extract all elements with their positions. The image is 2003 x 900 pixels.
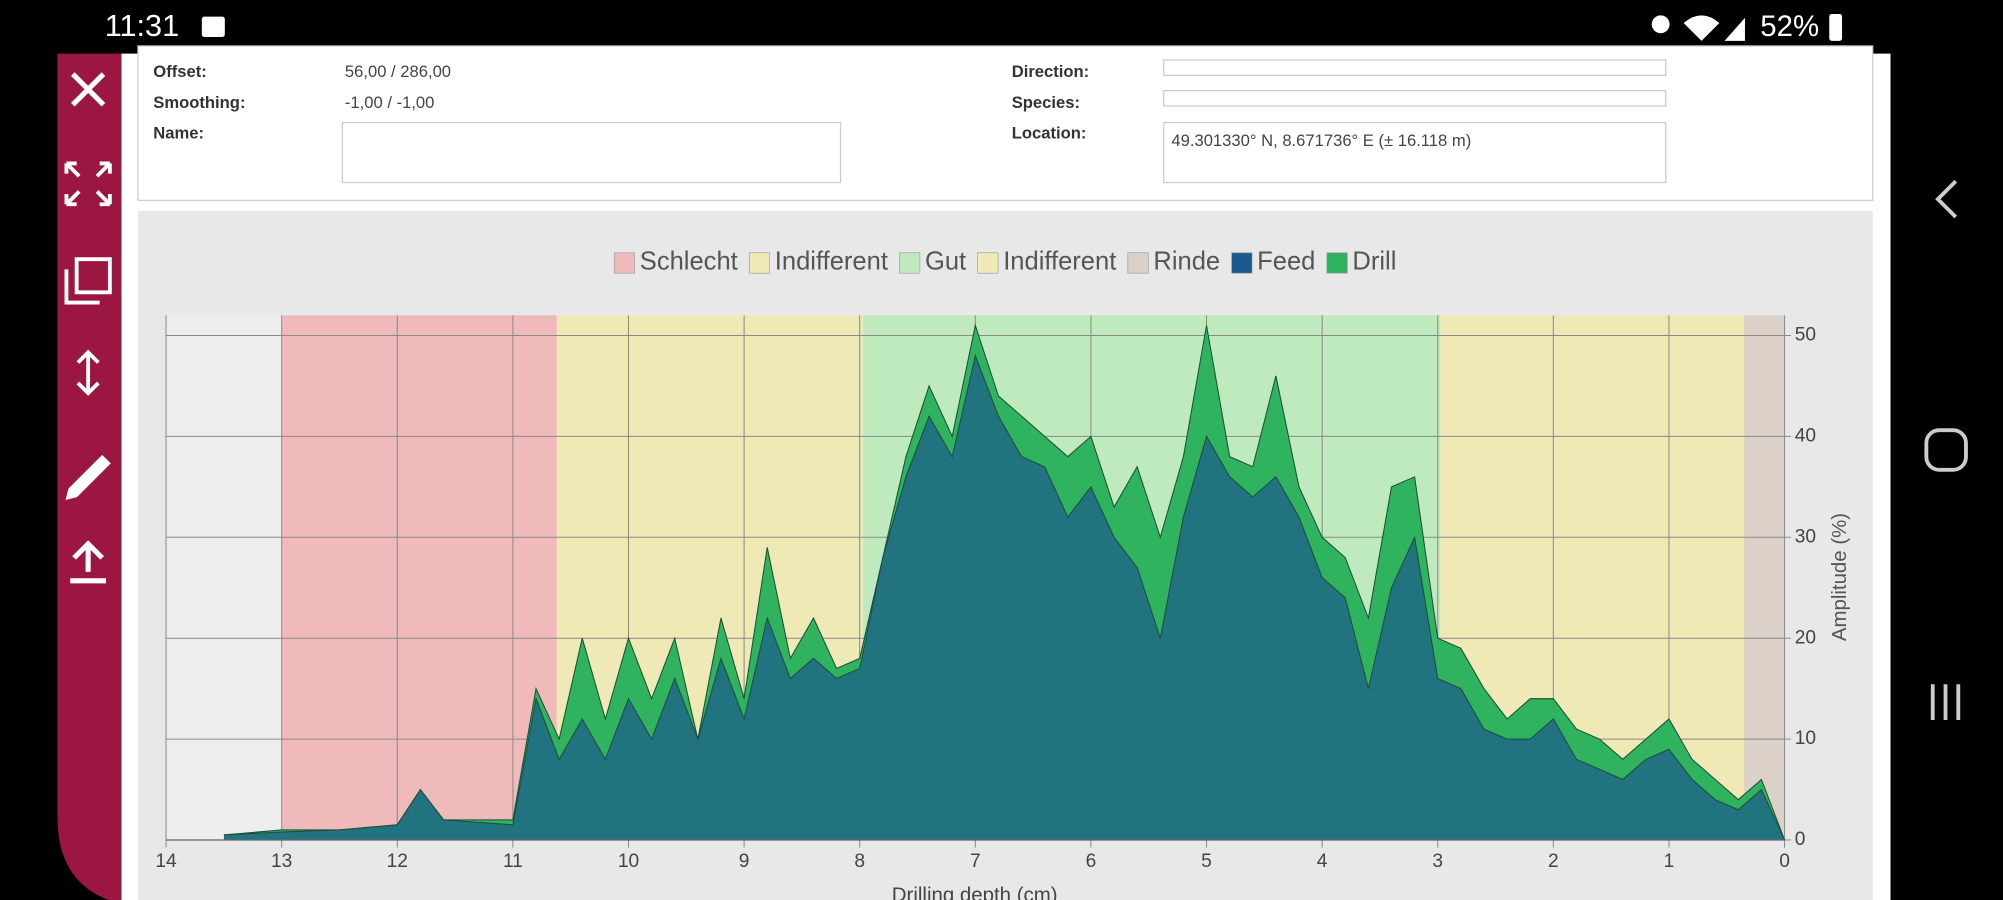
x-tick-label: 8 [854, 851, 865, 872]
species-input[interactable] [1163, 90, 1667, 107]
legend-swatch [1326, 252, 1348, 274]
x-tick-label: 9 [739, 851, 750, 872]
y-tick-label: 50 [1795, 325, 1816, 346]
x-tick-label: 7 [970, 851, 981, 872]
area-fill [223, 355, 1785, 840]
legend-label: Drill [1352, 248, 1396, 276]
x-tick-label: 3 [1432, 851, 1443, 872]
legend-swatch [977, 252, 999, 274]
x-tick-label: 2 [1548, 851, 1559, 872]
edit-button[interactable] [65, 454, 111, 501]
status-icon [201, 16, 225, 38]
direction-input[interactable] [1163, 59, 1667, 76]
name-input[interactable] [341, 121, 842, 184]
legend-label: Indifferent [1003, 248, 1116, 276]
upload-button[interactable] [70, 540, 107, 584]
select-button[interactable] [64, 257, 112, 305]
field-label: Direction: [1012, 62, 1089, 81]
home-button[interactable] [1924, 428, 1968, 472]
signal-icon [1724, 17, 1745, 41]
field-value: 56,00 / 286,00 [345, 62, 451, 81]
nav-icons [1924, 179, 1968, 720]
status-battery: 52% [1760, 10, 1819, 43]
nav-bar [1890, 53, 2003, 900]
area-line [223, 353, 1786, 841]
location-input[interactable] [1163, 121, 1667, 184]
y-tick-label: 0 [1795, 829, 1806, 850]
x-tick-label: 13 [271, 851, 292, 872]
battery-icon [1829, 14, 1843, 41]
y-tick-label: 20 [1795, 627, 1816, 648]
field-value: -1,00 / -1,00 [345, 93, 435, 112]
legend-label: Gut [925, 248, 966, 276]
fullscreen-button[interactable] [64, 161, 112, 207]
legend-label: Feed [1257, 248, 1315, 276]
wifi-icon [1683, 15, 1720, 41]
field-value: 49.301330° N, 8.671736° E (± 16.118 m) [1171, 131, 1471, 150]
legend-swatch [748, 252, 771, 274]
field-label: Offset: [153, 62, 206, 81]
x-tick-label: 5 [1201, 851, 1212, 872]
resize-button[interactable] [76, 349, 100, 396]
legend-swatch [1127, 252, 1149, 274]
x-tick-label: 11 [503, 851, 523, 872]
legend-swatch [613, 252, 636, 274]
legend-label: Rinde [1153, 248, 1220, 276]
legend-swatch [1231, 252, 1253, 274]
x-tick-label: 1 [1664, 851, 1675, 872]
x-tick-label: 10 [618, 851, 639, 872]
field-label: Name: [153, 123, 204, 142]
legend-swatch [899, 252, 921, 274]
x-tick-label: 14 [155, 851, 177, 872]
x-tick-label: 4 [1317, 851, 1328, 872]
field-label: Species: [1012, 93, 1080, 112]
y-axis-label: Amplitude (%) [1829, 513, 1851, 641]
y-tick-label: 30 [1795, 526, 1816, 547]
y-tick-label: 10 [1795, 728, 1816, 749]
zone-band [281, 315, 557, 840]
x-tick-label: 0 [1779, 851, 1790, 872]
legend-label: Indifferent [775, 248, 888, 276]
sidebar-icons [64, 72, 112, 584]
y-tick-label: 40 [1795, 425, 1816, 446]
status-time: 11:31 [105, 9, 179, 43]
field-label: Smoothing: [153, 93, 245, 112]
legend: Schlecht Indifferent Gut Indifferent Rinde Fe… [613, 248, 1396, 276]
close-button[interactable] [71, 72, 106, 107]
location-icon [1651, 15, 1670, 34]
back-button[interactable] [1935, 179, 1958, 219]
x-tick-label: 6 [1086, 851, 1097, 872]
zone-band [1744, 315, 1785, 840]
x-axis-label: Drilling depth (cm) [892, 885, 1058, 900]
x-tick-label: 12 [387, 851, 408, 872]
recents-button[interactable] [1930, 684, 1961, 720]
area-line [223, 323, 1786, 841]
field-label: Location: [1012, 123, 1087, 142]
legend-label: Schlecht [640, 248, 738, 276]
